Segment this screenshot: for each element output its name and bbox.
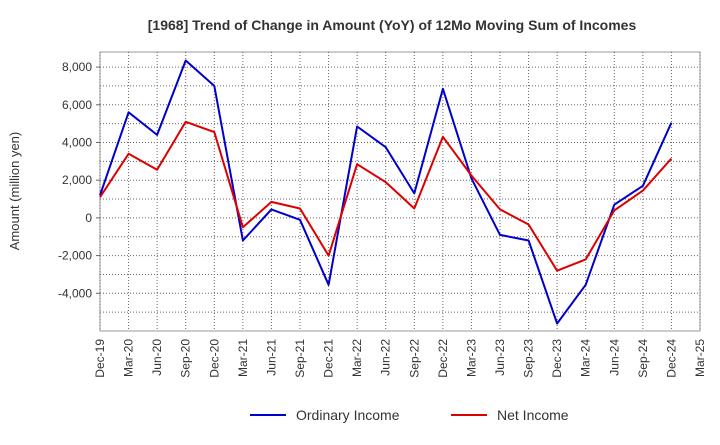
- x-tick-label: Dec-20: [207, 339, 221, 378]
- x-tick-label: Jun-22: [379, 339, 393, 376]
- y-tick-label: -4,000: [58, 286, 92, 300]
- x-tick-label: Mar-20: [122, 339, 136, 377]
- legend-label: Net Income: [497, 407, 569, 423]
- y-tick-label: 0: [85, 211, 92, 225]
- x-tick-label: Dec-22: [436, 339, 450, 378]
- legend: Ordinary Income Net Income: [250, 407, 569, 423]
- x-tick-label: Dec-24: [664, 339, 678, 378]
- x-tick-label: Jun-20: [150, 339, 164, 376]
- x-tick-label: Mar-21: [236, 339, 250, 377]
- plot-area: Dec-19 Mar-20 Jun-20 Sep-20 Dec-20 Mar-21 Jun-…: [58, 51, 707, 378]
- x-tick-label: Dec-21: [322, 339, 336, 378]
- y-axis-label: Amount (million yen): [7, 132, 22, 251]
- x-tick-label: Sep-22: [407, 339, 421, 378]
- x-tick-label: Jun-24: [607, 339, 621, 376]
- x-tick-label: Sep-20: [179, 339, 193, 378]
- x-tick-label: Mar-25: [693, 339, 707, 377]
- y-tick-label: 2,000: [62, 173, 92, 187]
- y-tick-label: 6,000: [62, 98, 92, 112]
- x-tick-label: Mar-23: [464, 339, 478, 377]
- series-line-ordinary-income: [99, 59, 673, 325]
- x-tick-label: Jun-21: [264, 339, 278, 376]
- x-tick-label: Sep-21: [293, 339, 307, 378]
- legend-label: Ordinary Income: [296, 407, 400, 423]
- x-tick-label: Dec-23: [550, 339, 564, 378]
- series-line-net-income: [99, 120, 673, 272]
- x-tick-label: Mar-24: [579, 339, 593, 377]
- x-tick-label: Dec-19: [93, 339, 107, 378]
- x-tick-label: Sep-24: [636, 339, 650, 378]
- x-tick-label: Jun-23: [493, 339, 507, 376]
- y-tick-label: 4,000: [62, 135, 92, 149]
- chart-title: [1968] Trend of Change in Amount (YoY) o…: [148, 17, 637, 33]
- y-tick-label: 8,000: [62, 60, 92, 74]
- x-tick-label: Mar-22: [350, 339, 364, 377]
- x-tick-label: Sep-23: [522, 339, 536, 378]
- y-tick-label: -2,000: [58, 249, 92, 263]
- plot-frame: [99, 51, 701, 332]
